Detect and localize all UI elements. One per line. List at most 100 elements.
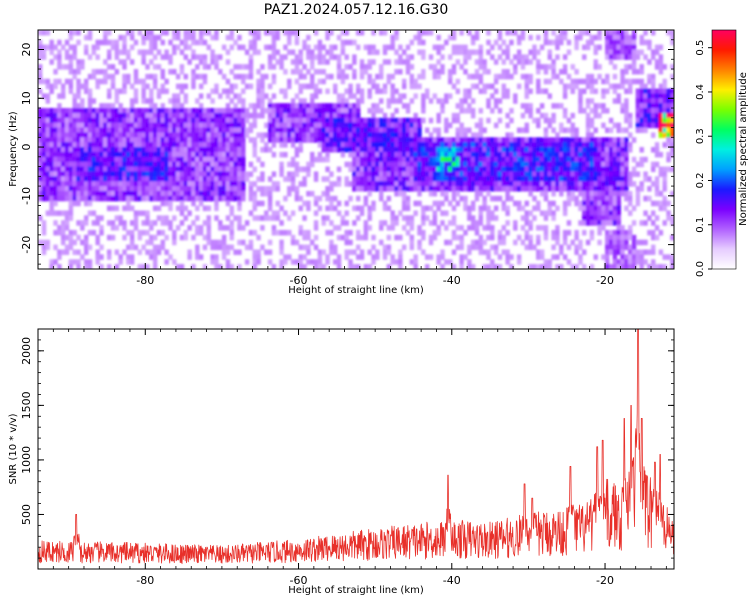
heatmap-cell xyxy=(505,151,510,158)
heatmap-cell xyxy=(57,229,62,236)
heatmap-cell xyxy=(172,166,177,173)
heatmap-cell xyxy=(605,176,610,182)
heatmap-cell xyxy=(183,30,189,36)
heatmap-cell xyxy=(287,176,292,182)
heatmap-cell xyxy=(321,54,326,60)
heatmap-cell xyxy=(658,151,664,158)
heatmap-cell xyxy=(321,132,326,138)
heatmap-cell xyxy=(447,122,453,129)
heatmap-cell xyxy=(133,132,139,138)
heatmap-cell xyxy=(290,171,296,177)
heatmap-cell xyxy=(91,176,97,182)
heatmap-cell xyxy=(651,200,656,207)
heatmap-cell xyxy=(551,64,556,70)
heatmap-cell xyxy=(310,156,315,163)
heatmap-cell xyxy=(390,181,395,187)
heatmap-cell xyxy=(206,176,212,182)
heatmap-cell xyxy=(643,195,648,202)
heatmap-cell xyxy=(237,264,242,269)
heatmap-cell xyxy=(195,181,200,187)
heatmap-cell xyxy=(528,59,533,65)
heatmap-cell xyxy=(482,69,487,75)
heatmap-cell xyxy=(91,229,97,236)
heatmap-cell xyxy=(375,117,380,124)
heatmap-cell xyxy=(367,205,372,212)
heatmap-cell xyxy=(271,229,277,236)
heatmap-cell xyxy=(440,176,445,182)
heatmap-cell xyxy=(298,166,303,173)
heatmap-cell xyxy=(321,78,326,85)
heatmap-cell xyxy=(72,49,77,55)
heatmap-cell xyxy=(95,108,100,114)
heatmap-cell xyxy=(447,181,453,187)
heatmap-cell xyxy=(41,49,47,55)
heatmap-cell xyxy=(221,171,227,177)
heatmap-cell xyxy=(218,176,223,182)
heatmap-cell xyxy=(555,34,560,41)
heatmap-cell xyxy=(589,39,595,46)
heatmap-cell xyxy=(233,147,238,153)
heatmap-cell xyxy=(256,34,261,41)
heatmap-cell xyxy=(386,161,392,168)
heatmap-cell xyxy=(447,166,453,173)
heatmap-cell xyxy=(80,239,85,246)
heatmap-cell xyxy=(459,161,464,168)
heatmap-cell xyxy=(99,103,104,109)
heatmap-cell xyxy=(106,147,112,153)
heatmap-cell xyxy=(198,156,204,163)
heatmap-cell xyxy=(532,54,537,60)
heatmap-cell xyxy=(524,234,530,241)
heatmap-cell xyxy=(49,132,54,138)
heatmap-cell xyxy=(555,264,560,269)
heatmap-cell xyxy=(624,190,629,197)
heatmap-cell xyxy=(80,103,85,109)
heatmap-cell xyxy=(237,181,242,187)
heatmap-cell xyxy=(202,205,208,212)
heatmap-cell xyxy=(57,49,62,55)
heatmap-cell xyxy=(145,73,150,80)
heatmap-cell xyxy=(168,108,173,114)
heatmap-cell xyxy=(252,39,257,46)
heatmap-cell xyxy=(585,98,591,104)
heatmap-cell xyxy=(68,195,74,202)
heatmap-cell xyxy=(513,176,518,182)
heatmap-cell xyxy=(444,225,449,231)
heatmap-cell xyxy=(490,156,495,163)
heatmap-cell xyxy=(95,259,100,265)
heatmap-cell xyxy=(463,176,468,182)
heatmap-cell xyxy=(562,112,568,119)
heatmap-cell xyxy=(597,210,602,216)
heatmap-cell xyxy=(99,254,104,260)
heatmap-cell xyxy=(516,54,522,60)
heatmap-cell xyxy=(233,108,238,114)
heatmap-cell xyxy=(413,137,418,143)
heatmap-cell xyxy=(83,151,89,158)
heatmap-cell xyxy=(524,200,530,207)
heatmap-cell xyxy=(513,186,518,192)
heatmap-cell xyxy=(555,161,560,168)
heatmap-cell xyxy=(658,69,664,75)
heatmap-cell xyxy=(329,117,334,124)
heatmap-cell xyxy=(547,161,552,168)
heatmap-cell xyxy=(382,112,388,119)
heatmap-cell xyxy=(513,93,518,99)
heatmap-cell xyxy=(160,83,166,90)
heatmap-cell xyxy=(91,142,97,148)
heatmap-cell xyxy=(375,142,380,148)
heatmap-cell xyxy=(302,127,307,134)
heatmap-cell xyxy=(647,44,652,51)
heatmap-cell xyxy=(597,200,602,207)
heatmap-cell xyxy=(229,137,234,143)
heatmap-cell xyxy=(528,264,533,269)
heatmap-cell xyxy=(371,132,376,138)
heatmap-cell xyxy=(566,156,572,163)
heatmap-cell xyxy=(482,205,487,212)
heatmap-cell xyxy=(126,161,131,168)
heatmap-cell xyxy=(183,73,189,80)
heatmap-cell xyxy=(356,186,361,192)
heatmap-cell xyxy=(225,59,231,65)
heatmap-cell xyxy=(329,54,334,60)
heatmap-cell xyxy=(428,181,434,187)
heatmap-cell xyxy=(57,78,62,85)
